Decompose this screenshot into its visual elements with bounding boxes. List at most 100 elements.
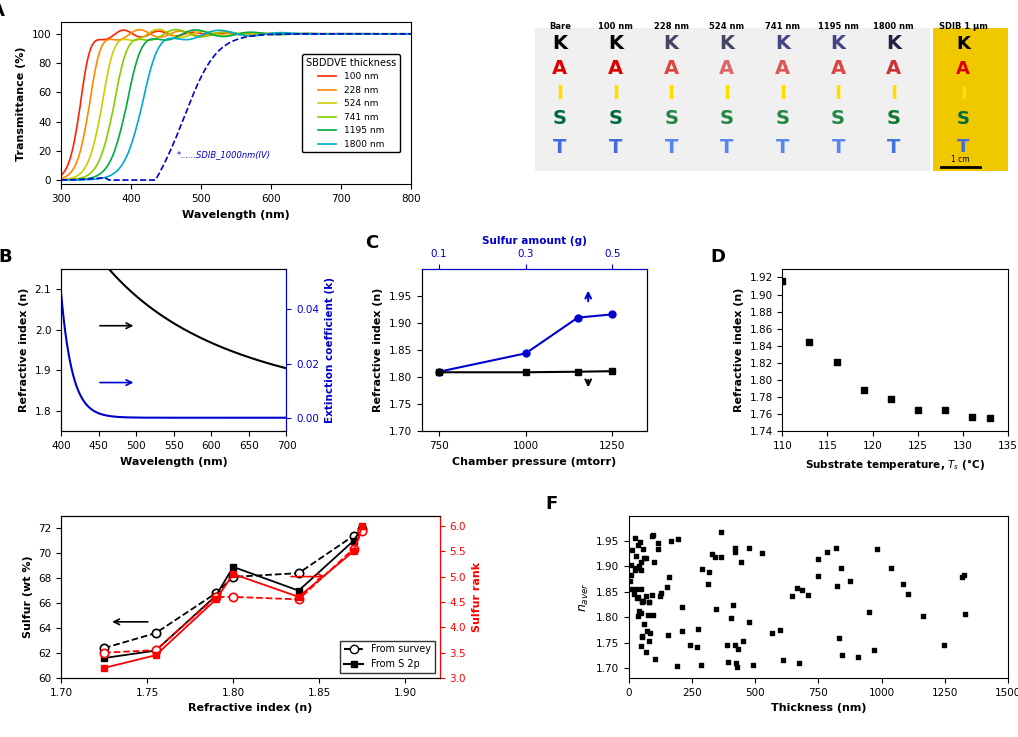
Y-axis label: Extinction coefficient (k): Extinction coefficient (k): [325, 277, 335, 423]
524 nm: [224, 31, 236, 40]
Text: 1 cm: 1 cm: [951, 156, 970, 164]
From survey: [292, 569, 304, 578]
Point: [669, 660, 685, 672]
100 nm: [265, 29, 277, 38]
Point: [694, 564, 711, 576]
Point: [788, 582, 804, 594]
Text: I: I: [960, 85, 967, 103]
Point: [661, 571, 677, 583]
Point: [632, 583, 648, 595]
Point: [701, 567, 718, 579]
Point: [622, 575, 638, 587]
Text: A: A: [664, 60, 679, 78]
228 nm: [398, 29, 410, 38]
1800 nm: [213, 26, 225, 35]
228 nm: [133, 25, 146, 34]
100 nm: [398, 29, 410, 38]
Point: [831, 632, 847, 644]
Point: [727, 639, 743, 651]
X-axis label: Substrate temperature, $T_s$ (°C): Substrate temperature, $T_s$ (°C): [805, 456, 985, 472]
741 nm: [398, 29, 410, 38]
Point: [855, 384, 871, 396]
Text: S: S: [720, 109, 734, 128]
Text: B: B: [0, 248, 11, 266]
Point: [735, 635, 751, 647]
Point: [674, 601, 690, 613]
524 nm: [245, 29, 258, 38]
Point: [682, 640, 698, 652]
Point: [713, 551, 729, 563]
From survey: [347, 531, 359, 540]
Legend: 100 nm, 228 nm, 524 nm, 741 nm, 1195 nm, 1800 nm: 100 nm, 228 nm, 524 nm, 741 nm, 1195 nm,…: [302, 54, 400, 153]
From S 2p: [227, 562, 239, 571]
1800 nm: [265, 29, 277, 38]
Point: [626, 587, 642, 599]
Point: [688, 641, 704, 653]
Text: T: T: [887, 138, 901, 156]
1800 nm: [398, 29, 410, 38]
1800 nm: [405, 29, 417, 38]
Text: T: T: [832, 138, 845, 156]
Text: 228 nm: 228 nm: [654, 22, 689, 31]
Y-axis label: Sulfur (wt %): Sulfur (wt %): [22, 556, 33, 638]
Point: [883, 393, 899, 405]
Point: [842, 576, 858, 587]
Text: *......SDIB_1000nm(IV): *......SDIB_1000nm(IV): [177, 150, 271, 159]
Text: A: A: [956, 60, 970, 78]
Text: I: I: [835, 85, 842, 103]
Point: [810, 553, 827, 565]
1195 nm: [343, 29, 355, 38]
Text: K: K: [831, 35, 846, 54]
Point: [964, 411, 980, 422]
Text: D: D: [711, 248, 725, 266]
Text: K: K: [664, 35, 679, 54]
Text: A: A: [720, 60, 734, 78]
741 nm: [170, 25, 182, 34]
Text: 1800 nm: 1800 nm: [873, 22, 914, 31]
1800 nm: [245, 32, 258, 41]
Text: K: K: [775, 35, 790, 54]
Point: [674, 625, 690, 637]
Point: [660, 629, 676, 640]
Y-axis label: Refractive index (n): Refractive index (n): [734, 288, 744, 412]
Point: [623, 583, 639, 595]
Point: [636, 618, 653, 630]
Point: [727, 542, 743, 554]
Text: C: C: [365, 234, 379, 252]
From S 2p: [347, 537, 359, 545]
Point: [834, 649, 850, 661]
Line: 524 nm: 524 nm: [61, 29, 411, 180]
Point: [706, 551, 723, 563]
Text: K: K: [956, 35, 970, 53]
Text: K: K: [553, 35, 567, 54]
Point: [915, 610, 931, 622]
Point: [654, 587, 670, 598]
Point: [713, 526, 729, 538]
524 nm: [151, 25, 163, 34]
1195 nm: [55, 175, 67, 184]
Text: A: A: [553, 60, 567, 78]
Point: [634, 631, 651, 643]
Point: [630, 590, 646, 602]
Point: [956, 569, 972, 581]
Bar: [534, 28, 929, 172]
1195 nm: [405, 29, 417, 38]
Point: [801, 335, 817, 347]
1195 nm: [245, 28, 258, 37]
Y-axis label: Refractive index (n): Refractive index (n): [19, 288, 30, 412]
X-axis label: Sulfur amount (g): Sulfur amount (g): [482, 236, 587, 245]
Point: [670, 533, 686, 545]
Point: [829, 356, 845, 368]
Point: [725, 599, 741, 611]
Point: [957, 608, 973, 620]
Point: [745, 659, 761, 671]
Point: [633, 630, 649, 642]
From S 2p: [356, 523, 369, 531]
Text: S: S: [887, 109, 901, 128]
228 nm: [222, 29, 234, 38]
Point: [630, 605, 646, 617]
Point: [733, 556, 749, 568]
From survey: [227, 573, 239, 581]
Point: [784, 590, 800, 601]
228 nm: [405, 29, 417, 38]
